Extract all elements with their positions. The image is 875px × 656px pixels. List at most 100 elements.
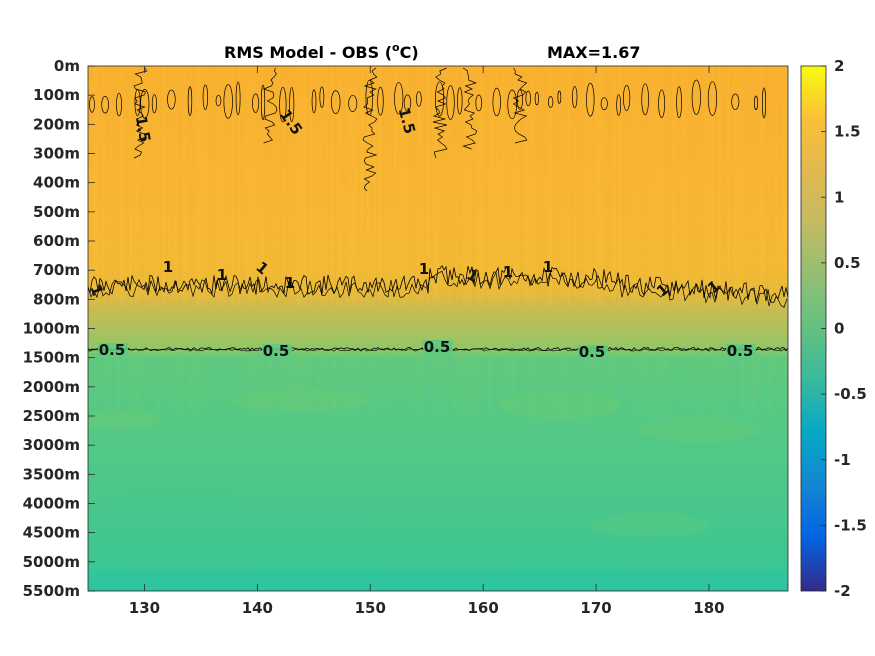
heatmap-stripe: [540, 357, 543, 411]
contour-loop-1-5: [658, 89, 666, 118]
heatmap-stripe: [596, 357, 599, 411]
heatmap-stripe: [196, 66, 198, 308]
heatmap-stripe: [532, 357, 535, 411]
heatmap-stripe: [385, 66, 387, 308]
chart-title-unit: C): [400, 43, 419, 62]
heatmap-stripe: [680, 357, 683, 411]
heatmap-stripe: [778, 66, 780, 308]
heatmap-stripe: [700, 66, 702, 308]
heatmap-stripe: [499, 66, 501, 308]
heatmap-stripe: [200, 357, 203, 411]
heatmap-stripe: [553, 66, 555, 308]
heatmap-stripe: [307, 66, 309, 308]
contour-loop-1-5: [279, 87, 287, 123]
heatmap-stripe: [608, 357, 611, 411]
heatmap-stripe: [439, 66, 441, 308]
heatmap-stripe: [349, 66, 351, 308]
contour-loop-1-5: [525, 90, 531, 107]
heatmap-stripe: [655, 66, 657, 308]
heatmap-stripe: [193, 66, 195, 308]
colorbar-tick-label: 1: [834, 188, 844, 206]
heatmap-stripe: [128, 357, 131, 411]
heatmap-stripe: [565, 66, 567, 308]
contour-loop-1-5: [641, 83, 649, 116]
heatmap-stripe: [304, 66, 306, 308]
heatmap-stripe: [528, 357, 531, 411]
y-tick-label: 1500m: [23, 349, 80, 367]
heatmap-stripe: [487, 66, 489, 308]
heatmap-stripe: [160, 66, 162, 308]
heatmap-stripe: [556, 66, 558, 308]
contour-label-1: 1: [285, 274, 295, 292]
heatmap-stripe: [784, 357, 787, 411]
heatmap-stripe: [100, 66, 102, 308]
heatmap-stripe: [253, 66, 255, 308]
heatmap-stripe: [331, 66, 333, 308]
heatmap-stripe: [436, 357, 439, 411]
heatmap-stripe: [436, 66, 438, 308]
heatmap-stripe: [684, 357, 687, 411]
contour-loop-1-5: [547, 96, 554, 108]
heatmap-stripe: [166, 66, 168, 308]
heatmap-stripe: [624, 357, 627, 411]
heatmap-stripe: [424, 357, 427, 411]
heatmap-stripe: [109, 66, 111, 308]
heatmap-stripe: [592, 357, 595, 411]
heatmap-stripe: [228, 357, 231, 411]
heatmap-stripe: [328, 357, 331, 411]
heatmap-stripe: [116, 357, 119, 411]
heatmap-stripe: [451, 66, 453, 308]
heatmap-stripe: [694, 66, 696, 308]
contour-label-1: 1: [217, 266, 227, 284]
heatmap-stripe: [601, 66, 603, 308]
heatmap-stripe: [295, 66, 297, 308]
heatmap-stripe: [168, 357, 171, 411]
heatmap-stripe: [421, 66, 423, 308]
heatmap-stripe: [733, 66, 735, 308]
contour-loop-1-5: [187, 86, 193, 116]
heatmap-stripe: [718, 66, 720, 308]
heatmap-stripe: [394, 66, 396, 308]
heatmap-stripe: [427, 66, 429, 308]
heatmap-stripe: [428, 357, 431, 411]
heatmap-stripe: [286, 66, 288, 308]
contour-loop-1-5: [260, 84, 266, 121]
heatmap-stripe: [588, 357, 591, 411]
heatmap-stripe: [688, 357, 691, 411]
contour-label-0-5: 0.5: [727, 342, 754, 360]
heatmap-stripe: [772, 357, 775, 411]
heatmap-stripe: [319, 66, 321, 308]
heatmap-stripe: [769, 66, 771, 308]
heatmap-stripe: [139, 66, 141, 308]
heatmap-stripe: [118, 66, 120, 308]
contour-label-bg: [423, 340, 453, 356]
heatmap-stripe: [457, 66, 459, 308]
heatmap-stripe: [430, 66, 432, 308]
contour-loop-1-5: [507, 89, 517, 120]
heatmap-stripe: [247, 66, 249, 308]
heatmap-stripe: [576, 357, 579, 411]
heatmap-stripe: [664, 357, 667, 411]
heatmap-stripe: [229, 66, 231, 308]
heatmap-stripe: [514, 66, 516, 308]
heatmap-stripe: [226, 66, 228, 308]
heatmap-stripe: [272, 357, 275, 411]
heatmap-stripe: [724, 357, 727, 411]
heatmap-stripe: [732, 357, 735, 411]
heatmap-stripe: [418, 66, 420, 308]
heatmap-stripe: [756, 357, 759, 411]
heatmap-stripe: [304, 357, 307, 411]
heatmap-stripe: [552, 357, 555, 411]
heatmap-stripe: [157, 66, 159, 308]
contour-loop-1-5: [289, 87, 295, 123]
contour-loop-1-5: [676, 86, 682, 119]
heatmap-patch: [88, 410, 160, 430]
heatmap-stripe: [312, 357, 315, 411]
heatmap-stripe: [400, 66, 402, 308]
contour-squiggle-1-5: [262, 67, 278, 144]
heatmap-stripe: [760, 66, 762, 308]
heatmap-stripe: [442, 66, 444, 308]
heatmap-stripe: [754, 66, 756, 308]
heatmap-stripe: [544, 66, 546, 308]
heatmap-stripe: [466, 66, 468, 308]
